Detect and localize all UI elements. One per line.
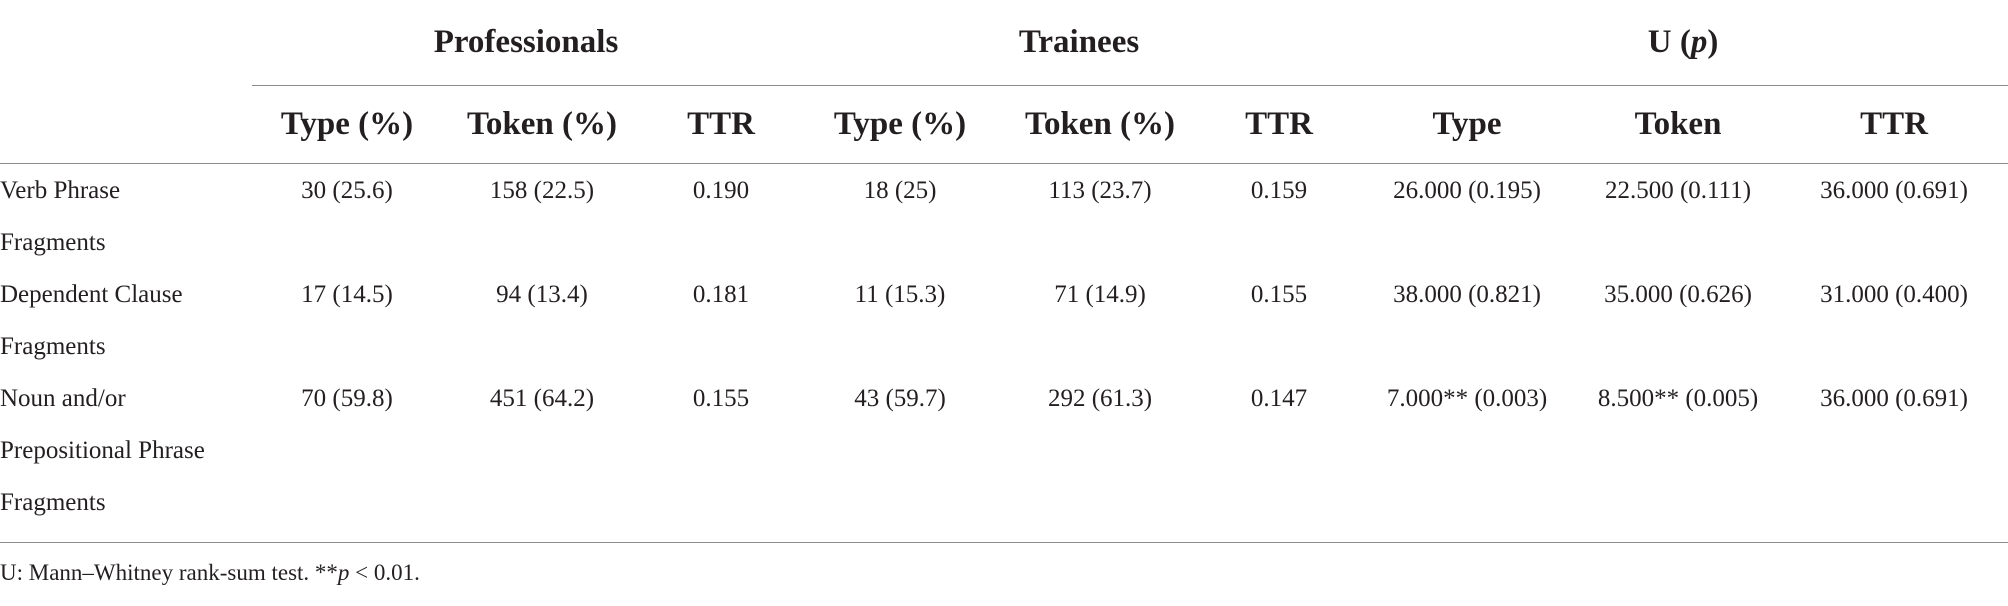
col-header-u-token: Token — [1634, 106, 1722, 142]
table-cell: 36.000 (0.691) — [1820, 177, 1968, 204]
row-label-header — [0, 86, 252, 164]
row-label: Verb Phrase Fragments — [0, 164, 252, 270]
table-cell: 71 (14.9) — [1054, 281, 1146, 308]
col-header-pro-ttr: TTR — [687, 106, 755, 142]
table-cell: 11 (15.3) — [854, 281, 946, 308]
table-row: Dependent Clause Fragments 17 (14.5) 94 (… — [0, 269, 2008, 373]
table-cell: 0.181 — [692, 281, 750, 308]
row-label-line: Verb Phrase — [0, 177, 121, 204]
row-label-line: Prepositional Phrase — [0, 437, 205, 464]
footnote-suffix: < 0.01. — [349, 560, 420, 585]
table-cell: 0.155 — [692, 385, 750, 412]
table-cell: 158 (22.5) — [489, 177, 595, 204]
footnote-p-symbol: p — [337, 560, 350, 585]
col-header-pro-type: Type (%) — [280, 106, 414, 142]
table-cell: 113 (23.7) — [1048, 177, 1152, 204]
table-cell: 31.000 (0.400) — [1820, 281, 1968, 308]
table-footnote: U: Mann–Whitney rank-sum test. **p < 0.0… — [0, 560, 420, 586]
u-p-symbol: p — [1690, 24, 1708, 60]
table-cell: 70 (59.8) — [301, 385, 393, 412]
col-header-tr-type: Type (%) — [833, 106, 967, 142]
table-cell: 35.000 (0.626) — [1604, 281, 1752, 308]
table-cell: 0.147 — [1250, 385, 1308, 412]
row-label-line: Fragments — [0, 333, 106, 360]
row-label: Noun and/or Prepositional Phrase Fragments — [0, 373, 252, 543]
corner-cell — [0, 0, 252, 86]
table-cell: 26.000 (0.195) — [1393, 177, 1541, 204]
table-row: Noun and/or Prepositional Phrase Fragments… — [0, 373, 2008, 543]
col-header-tr-ttr: TTR — [1245, 106, 1313, 142]
table-cell: 38.000 (0.821) — [1393, 281, 1541, 308]
row-label-line: Dependent Clause — [0, 281, 183, 308]
u-suffix: ) — [1707, 24, 1719, 60]
u-prefix: U ( — [1647, 24, 1691, 60]
footnote-prefix: U: Mann–Whitney rank-sum test. ** — [0, 560, 338, 585]
table-cell: 17 (14.5) — [301, 281, 393, 308]
table-cell: 18 (25) — [863, 177, 937, 204]
group-header-trainees: Trainees — [800, 0, 1359, 86]
table-cell: 451 (64.2) — [489, 385, 595, 412]
sub-header-row: Type (%) Token (%) TTR Type (%) Token (%… — [0, 86, 2008, 164]
group-header-row: Professionals Trainees U (p) — [0, 0, 2008, 86]
col-header-tr-token: Token (%) — [1024, 106, 1176, 142]
row-label: Dependent Clause Fragments — [0, 269, 252, 373]
table-cell: 22.500 (0.111) — [1604, 177, 1752, 204]
table-cell: 94 (13.4) — [496, 281, 588, 308]
group-header-professionals: Professionals — [252, 0, 801, 86]
table-cell: 36.000 (0.691) — [1820, 385, 1968, 412]
group-header-u: U (p) — [1358, 0, 2008, 86]
row-label-line: Noun and/or — [0, 385, 126, 412]
table-cell: 292 (61.3) — [1047, 385, 1153, 412]
table-cell: 0.190 — [692, 177, 750, 204]
table-cell: 7.000** (0.003) — [1386, 385, 1548, 412]
col-header-u-type: Type — [1432, 106, 1502, 142]
table-cell: 8.500** (0.005) — [1597, 385, 1759, 412]
row-label-line: Fragments — [0, 229, 106, 256]
row-label-line: Fragments — [0, 489, 106, 516]
table-cell: 43 (59.7) — [854, 385, 946, 412]
col-header-u-ttr: TTR — [1860, 106, 1928, 142]
table-cell: 0.159 — [1250, 177, 1308, 204]
col-header-pro-token: Token (%) — [466, 106, 618, 142]
table-cell: 30 (25.6) — [301, 177, 393, 204]
table-cell: 0.155 — [1250, 281, 1308, 308]
table-row: Verb Phrase Fragments 30 (25.6) 158 (22.5… — [0, 164, 2008, 270]
results-table: Professionals Trainees U (p) Type (%) To… — [0, 0, 2008, 543]
